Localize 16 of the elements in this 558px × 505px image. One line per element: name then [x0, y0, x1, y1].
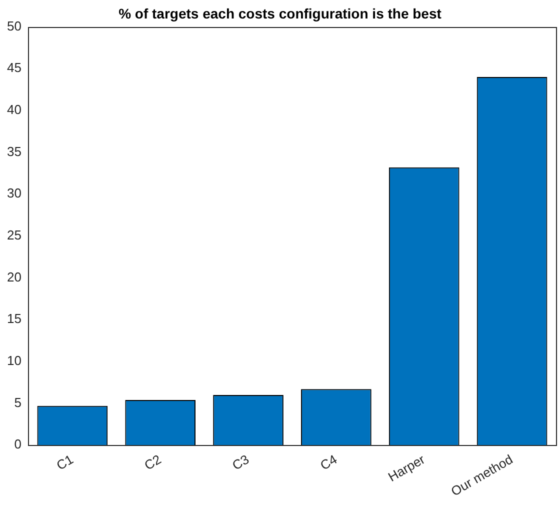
y-tick-label: 20 — [6, 269, 22, 284]
y-tick-label: 25 — [6, 228, 22, 243]
chart-title: % of targets each costs configuration is the best — [118, 5, 442, 22]
y-tick-label: 45 — [6, 60, 22, 76]
y-tick-label: 10 — [6, 353, 22, 368]
y-tick-label: 0 — [14, 436, 22, 452]
y-tick-label: 35 — [6, 144, 22, 159]
x-tick-label: C3 — [230, 452, 252, 473]
y-tick-label: 40 — [6, 102, 22, 118]
y-tick-label: 15 — [6, 311, 22, 326]
y-tick-label: 30 — [6, 186, 22, 201]
y-tick-label: 50 — [6, 18, 22, 34]
x-tick-label: C4 — [318, 452, 340, 473]
y-tick-label: 5 — [14, 394, 22, 410]
x-tick-label: C2 — [142, 452, 164, 473]
x-tick-label: C1 — [54, 452, 76, 473]
